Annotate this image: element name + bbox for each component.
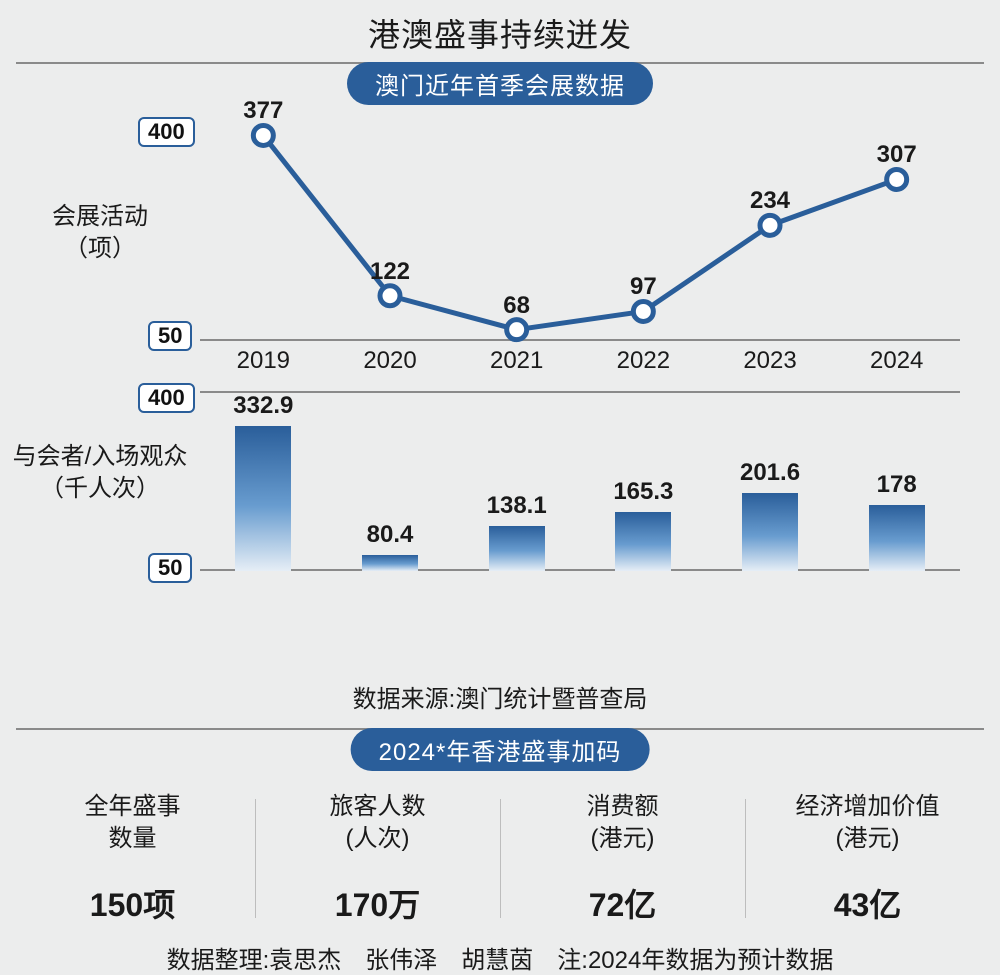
- stat-label: 全年盛事数量: [10, 791, 255, 856]
- bar: [489, 526, 545, 571]
- line-chart: 3771226897234307: [200, 121, 960, 341]
- bar-data-label: 332.9: [233, 392, 293, 420]
- section2-pill: 2024*年香港盛事加码: [351, 728, 650, 771]
- bar: [235, 426, 291, 571]
- footnote: 数据整理:袁思杰 张伟泽 胡慧茵 注:2024年数据为预计数据: [0, 940, 1000, 975]
- stat-item: 旅客人数(人次) 170万: [255, 791, 500, 926]
- bar-slot: 178: [833, 391, 960, 571]
- bar: [615, 512, 671, 571]
- data-source: 数据来源:澳门统计暨普查局: [0, 679, 1000, 714]
- bar-data-label: 80.4: [367, 521, 414, 549]
- line-ytick-bottom: 50: [148, 321, 192, 351]
- line-data-label: 307: [877, 141, 917, 169]
- line-data-label: 234: [750, 187, 790, 215]
- line-data-label: 97: [630, 273, 657, 301]
- bar-axis-label: 与会者/入场观众（千人次）: [0, 441, 200, 506]
- stat-value: 170万: [255, 880, 500, 926]
- stat-label: 消费额(港元): [500, 791, 745, 856]
- bar-data-label: 138.1: [487, 492, 547, 520]
- bar-data-label: 165.3: [613, 478, 673, 506]
- main-title: 港澳盛事持续迸发: [0, 0, 1000, 56]
- infographic-root: 港澳盛事持续迸发 澳门近年首季会展数据 会展活动（项） 400 50 377 12…: [0, 0, 1000, 893]
- bar-slot: 165.3: [580, 391, 707, 571]
- bar-slot: 332.9: [200, 391, 327, 571]
- bar: [362, 555, 418, 571]
- stat-item: 经济增加价值(港元) 43亿: [745, 791, 990, 926]
- bar: [742, 493, 798, 571]
- x-tick-label: 2023: [707, 347, 834, 375]
- bar: [869, 505, 925, 571]
- bar-chart: 332.9 80.4 138.1 165.3 201.6 178: [200, 391, 960, 571]
- bar-slot: 80.4: [327, 391, 454, 571]
- line-svg: [200, 121, 960, 341]
- bars-container: 332.9 80.4 138.1 165.3 201.6 178: [200, 391, 960, 571]
- x-tick-label: 2022: [580, 347, 707, 375]
- line-axis-label: 会展活动（项）: [30, 201, 170, 266]
- stat-item: 消费额(港元) 72亿: [500, 791, 745, 926]
- line-data-label: 122: [370, 258, 410, 286]
- stat-value: 43亿: [745, 880, 990, 926]
- bar-ytick-top: 400: [138, 383, 195, 413]
- charts-area: 会展活动（项） 400 50 3771226897234307 20192020…: [30, 121, 970, 631]
- stat-value: 150项: [10, 880, 255, 926]
- line-data-label: 377: [243, 97, 283, 125]
- section1-pill: 澳门近年首季会展数据: [347, 62, 653, 105]
- x-tick-label: 2021: [453, 347, 580, 375]
- stats-row: 全年盛事数量 150项旅客人数(人次) 170万消费额(港元) 72亿经济增加价值(港…: [10, 791, 990, 926]
- line-ytick-top: 400: [138, 117, 195, 147]
- x-tick-label: 2020: [327, 347, 454, 375]
- bar-slot: 201.6: [707, 391, 834, 571]
- x-tick-label: 2019: [200, 347, 327, 375]
- stat-label: 经济增加价值(港元): [745, 791, 990, 856]
- bar-data-label: 178: [877, 471, 917, 499]
- stat-label: 旅客人数(人次): [255, 791, 500, 856]
- bar-ytick-bottom: 50: [148, 553, 192, 583]
- bar-slot: 138.1: [453, 391, 580, 571]
- x-tick-label: 2024: [833, 347, 960, 375]
- line-data-label: 68: [503, 292, 530, 320]
- stat-item: 全年盛事数量 150项: [10, 791, 255, 926]
- x-axis-labels: 201920202021202220232024: [200, 347, 960, 375]
- bar-data-label: 201.6: [740, 459, 800, 487]
- stat-value: 72亿: [500, 880, 745, 926]
